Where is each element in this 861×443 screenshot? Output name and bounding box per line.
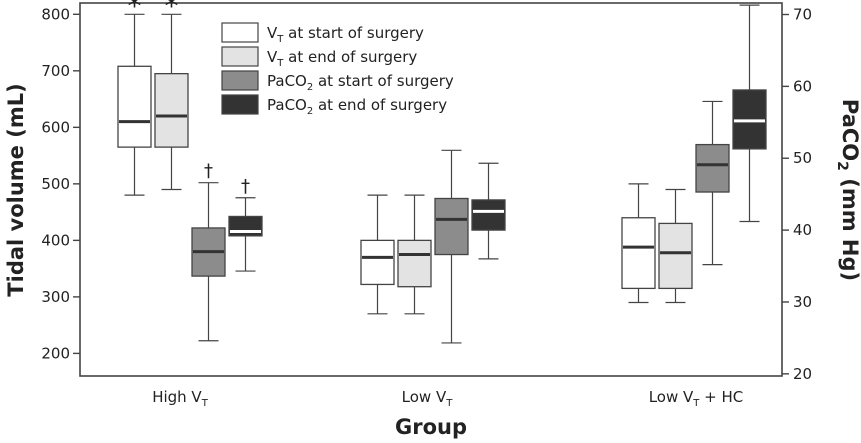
legend-label-main: PaCO xyxy=(267,72,307,90)
group-label-main: High V xyxy=(152,388,202,406)
group-label: High VT xyxy=(152,388,209,409)
group-label-suffix: + HC xyxy=(699,388,743,406)
box-2-0 xyxy=(621,183,656,304)
box-1-1 xyxy=(397,194,432,315)
left-tick-label: 400 xyxy=(41,231,70,249)
box-0-3: † xyxy=(228,176,263,272)
plot-area xyxy=(79,2,783,377)
left-tick-label: 500 xyxy=(41,175,70,193)
left-tick-label: 600 xyxy=(41,118,70,136)
iqr-box xyxy=(154,72,189,148)
box-0-0: * xyxy=(117,0,152,196)
group-label-sub: T xyxy=(201,398,209,409)
iqr-box xyxy=(658,222,693,290)
legend-swatch xyxy=(221,22,259,43)
box-1-3 xyxy=(471,162,506,260)
left-tick-label: 200 xyxy=(41,344,70,362)
left-axis-ticks: 200 300 400 500 600 700 800 xyxy=(41,5,80,362)
significance-marker: * xyxy=(128,0,142,22)
left-tick-label: 300 xyxy=(41,288,70,306)
group-label: Low VT xyxy=(402,388,454,409)
group-label: Low VT + HC xyxy=(649,388,744,409)
box-series: * * † † xyxy=(117,0,767,344)
legend-label-sub: 2 xyxy=(307,82,313,93)
legend-label: PaCO2 at start of surgery xyxy=(267,72,454,93)
right-tick-label: 70 xyxy=(793,5,812,23)
group-label-sub: T xyxy=(692,398,700,409)
legend-label-rest: at start of surgery xyxy=(313,72,454,90)
box-0-2: † xyxy=(191,161,226,342)
legend-swatch xyxy=(221,46,259,67)
legend-label-rest: at start of surgery xyxy=(283,24,424,42)
legend-label-sub: T xyxy=(276,58,284,69)
y-axis-right-title: PaCO2 (mm Hg) xyxy=(834,99,861,281)
iqr-box xyxy=(695,143,730,193)
significance-marker: † xyxy=(241,176,250,197)
y-axis-right-title-unit: (mm Hg) xyxy=(838,171,861,281)
legend-label-sub: 2 xyxy=(307,106,313,117)
iqr-box xyxy=(434,197,469,256)
box-0-1: * xyxy=(154,0,189,191)
legend-label-rest: at end of surgery xyxy=(283,48,417,66)
legend-label-main: V xyxy=(267,48,278,66)
y-axis-left-title: Tidal volume (mL) xyxy=(4,83,28,296)
significance-marker: * xyxy=(165,0,179,22)
left-tick-label: 700 xyxy=(41,62,70,80)
box-1-2 xyxy=(434,149,469,344)
x-axis-title: Group xyxy=(395,415,467,439)
significance-marker: † xyxy=(204,161,213,182)
legend-swatch xyxy=(221,70,259,91)
y-axis-right-title-main: PaCO xyxy=(838,99,861,161)
right-tick-label: 40 xyxy=(793,221,812,239)
iqr-box xyxy=(117,65,152,148)
iqr-box xyxy=(471,199,506,231)
iqr-box xyxy=(621,217,656,290)
legend-swatch xyxy=(221,94,259,115)
iqr-box xyxy=(360,239,395,286)
right-tick-label: 60 xyxy=(793,77,812,95)
box-2-2 xyxy=(695,100,730,266)
x-axis-group-labels: High VT Low VT Low VT + HC xyxy=(152,388,743,409)
legend-label-main: V xyxy=(267,24,278,42)
legend-label-sub: T xyxy=(276,34,284,45)
legend-label-main: PaCO xyxy=(267,96,307,114)
legend-label: VT at end of surgery xyxy=(267,48,417,69)
group-label-main: Low V xyxy=(402,388,447,406)
right-tick-label: 50 xyxy=(793,149,812,167)
legend-label: PaCO2 at end of surgery xyxy=(267,96,447,117)
group-label-main: Low V xyxy=(649,388,694,406)
right-axis-ticks: 20 30 40 50 60 70 xyxy=(782,5,812,383)
box-2-3 xyxy=(732,4,767,223)
legend-label-rest: at end of surgery xyxy=(313,96,447,114)
y-axis-right-title-sub: 2 xyxy=(834,161,850,171)
iqr-box xyxy=(397,239,432,288)
box-1-0 xyxy=(360,194,395,315)
box-2-1 xyxy=(658,188,693,304)
right-tick-label: 30 xyxy=(793,293,812,311)
group-label-sub: T xyxy=(445,398,453,409)
legend-label: VT at start of surgery xyxy=(267,24,424,45)
right-tick-label: 20 xyxy=(793,365,812,383)
left-tick-label: 800 xyxy=(41,5,70,23)
